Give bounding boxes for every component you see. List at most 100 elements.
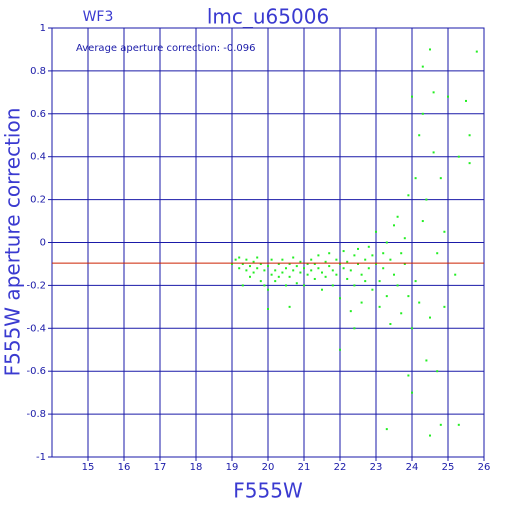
point — [317, 267, 320, 270]
y-tick-label: -1 — [36, 452, 46, 463]
point — [364, 258, 367, 261]
point — [418, 134, 421, 137]
point — [400, 252, 403, 255]
point — [342, 267, 345, 270]
point — [439, 177, 442, 180]
point — [259, 280, 262, 283]
point — [335, 258, 338, 261]
point — [425, 359, 428, 362]
point — [432, 91, 435, 94]
point — [367, 267, 370, 270]
point — [349, 269, 352, 272]
point — [349, 310, 352, 313]
point — [378, 280, 381, 283]
point — [285, 267, 287, 270]
point — [421, 220, 424, 223]
point — [295, 265, 298, 268]
point — [335, 273, 338, 276]
point — [468, 162, 471, 165]
y-tick-label: 0.8 — [30, 66, 46, 77]
point — [277, 275, 280, 278]
point — [267, 307, 269, 310]
point — [274, 269, 277, 272]
point — [353, 254, 356, 257]
point — [429, 316, 431, 319]
x-tick-label: 16 — [118, 462, 131, 473]
point — [292, 256, 295, 259]
point — [263, 284, 266, 287]
point — [443, 305, 446, 308]
point — [292, 269, 295, 272]
point — [414, 280, 417, 283]
point — [231, 262, 233, 265]
x-tick-label: 24 — [406, 462, 419, 473]
y-tick-label: -0.2 — [26, 280, 46, 291]
y-tick-label: -0.4 — [26, 323, 46, 334]
point — [274, 280, 277, 283]
point — [378, 305, 381, 308]
x-tick-label: 20 — [262, 462, 275, 473]
point — [346, 260, 349, 263]
point — [321, 271, 323, 274]
point — [303, 284, 305, 287]
point — [385, 295, 388, 298]
point — [277, 262, 280, 265]
point — [396, 215, 399, 218]
point — [256, 256, 259, 259]
point — [414, 177, 417, 180]
x-tick-label: 19 — [226, 462, 239, 473]
point — [385, 428, 388, 431]
point — [324, 260, 327, 263]
point — [313, 262, 316, 265]
point — [328, 265, 331, 268]
point — [407, 374, 410, 377]
y-tick-label: 1 — [40, 23, 46, 34]
y-tick-label: 0 — [40, 238, 46, 249]
point — [238, 256, 241, 259]
point — [375, 230, 377, 233]
point — [267, 265, 269, 268]
point — [421, 65, 424, 68]
point — [288, 262, 291, 265]
point — [342, 250, 345, 253]
point — [400, 312, 403, 315]
point — [295, 282, 298, 285]
x-tick-label: 22 — [334, 462, 347, 473]
point — [447, 95, 449, 98]
point — [403, 237, 406, 240]
chart-title: lmc_u65006 — [207, 5, 329, 29]
point — [371, 288, 374, 291]
point — [259, 262, 262, 265]
plot-frame — [51, 27, 485, 458]
point — [393, 224, 395, 227]
point — [360, 273, 363, 276]
point — [375, 262, 377, 265]
point — [288, 275, 291, 278]
y-tick-label: 0.2 — [30, 195, 46, 206]
point — [310, 258, 313, 261]
point — [241, 262, 244, 265]
point — [256, 267, 259, 270]
point — [288, 305, 291, 308]
point — [382, 252, 385, 255]
point — [389, 258, 392, 261]
point — [396, 284, 399, 287]
point — [353, 327, 356, 330]
point — [382, 267, 385, 270]
point — [357, 262, 359, 265]
x-tick-label: 17 — [154, 462, 167, 473]
point — [317, 254, 320, 257]
point — [299, 260, 302, 263]
point — [321, 288, 323, 291]
point — [429, 48, 431, 51]
point — [436, 252, 439, 255]
point — [411, 391, 413, 394]
y-axis-label: F555W aperture correction — [1, 108, 25, 377]
point — [281, 258, 284, 261]
point — [411, 327, 413, 330]
point — [425, 198, 428, 201]
point — [339, 262, 341, 265]
point — [407, 194, 410, 197]
